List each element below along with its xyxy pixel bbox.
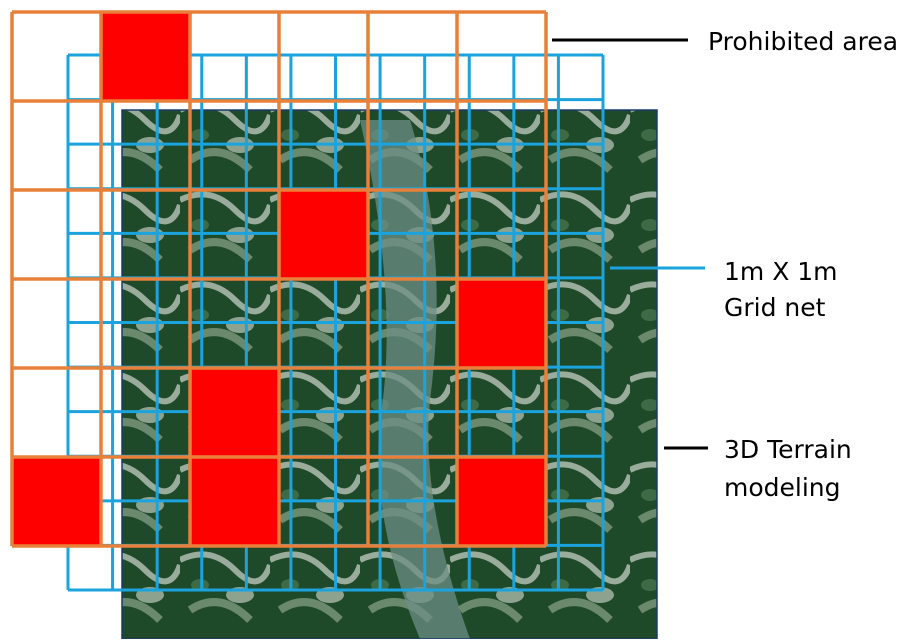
prohibited-cell [457, 457, 546, 546]
prohibited-cell [279, 190, 368, 279]
prohibited-cell [12, 457, 101, 546]
prohibited-cell [101, 12, 190, 101]
prohibited-cell [457, 279, 546, 368]
diagram: Prohibited area 1m X 1m Grid net 3D Terr… [0, 0, 924, 639]
page: Prohibited area 1m X 1m Grid net 3D Terr… [0, 0, 924, 639]
label-grid: Grid net [724, 293, 826, 322]
label-grid: 1m X 1m [724, 257, 838, 286]
label-prohibited: Prohibited area [708, 27, 898, 56]
label-terrain: modeling [724, 473, 841, 502]
label-terrain: 3D Terrain [724, 435, 852, 464]
